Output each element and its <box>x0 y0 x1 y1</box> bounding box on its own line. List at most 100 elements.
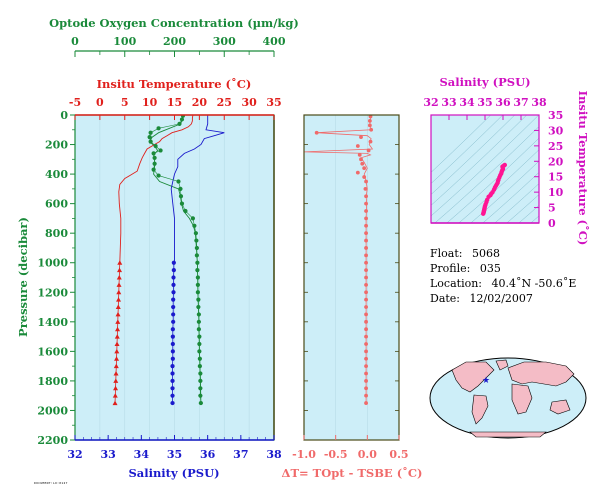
delta-axis-title: ΔT= TOpt - TSBE (˚C) <box>282 466 423 480</box>
delta-point <box>364 379 368 383</box>
ts-temperature-tick-label: 0 <box>548 217 556 230</box>
oxygen-point <box>178 194 184 199</box>
oxygen-point <box>193 231 198 236</box>
ts-series-layer <box>481 162 507 216</box>
delta-point <box>364 393 368 398</box>
salinity-tick-label: 34 <box>134 448 150 461</box>
oxygen-point <box>180 115 186 118</box>
oxygen-axis: 0 100 200 300 400 <box>71 35 286 57</box>
salinity-point <box>170 349 175 354</box>
ts-isopycnal-line <box>446 137 539 223</box>
salinity-point <box>170 356 175 361</box>
temperature-point <box>114 348 120 354</box>
delta-point <box>364 297 368 302</box>
oxygen-point <box>183 208 188 214</box>
ts-temperature-tick-label: 30 <box>548 124 564 137</box>
oxygen-point <box>198 393 203 398</box>
pressure-tick-label: 200 <box>45 139 68 152</box>
oxygen-point <box>179 201 185 206</box>
ts-temperature-tick-label: 25 <box>548 140 563 153</box>
oxygen-point <box>198 400 203 406</box>
delta-tick-label: -0.5 <box>324 448 348 461</box>
ts-isopycnal-line <box>431 115 539 217</box>
ts-isopycnal-line <box>431 115 516 195</box>
pressure-tick-label: 2000 <box>37 404 68 417</box>
temperature-axis-title: Insitu Temperature (˚C) <box>97 77 252 91</box>
pressure-tick-label: 400 <box>45 168 68 181</box>
oxygen-point <box>178 186 183 191</box>
ts-salinity-tick-label: 37 <box>513 96 528 109</box>
continent-africa <box>511 383 533 415</box>
oxygen-point <box>179 117 185 122</box>
oxygen-point <box>192 223 197 228</box>
continent-antarctica <box>469 431 547 438</box>
delta-point <box>364 194 368 199</box>
delta-point <box>364 349 368 354</box>
ts-isopycnal-line <box>458 149 539 223</box>
ts-isopycnals <box>431 115 539 223</box>
salinity-point <box>171 268 176 273</box>
continent-greenland <box>495 359 509 371</box>
temperature-point <box>116 282 122 287</box>
delta-series-layer <box>304 115 374 405</box>
delta-point <box>364 253 368 258</box>
salinity-tick-label: 36 <box>200 448 216 461</box>
temperature-tick-label: 10 <box>142 96 158 109</box>
temperature-point <box>116 297 122 302</box>
oxygen-point <box>196 327 201 332</box>
ts-isopycnal-line <box>494 183 539 223</box>
oxygen-point <box>196 297 201 302</box>
pressure-tick-label: 600 <box>45 198 68 211</box>
oxygen-point <box>195 275 200 280</box>
oxygen-point <box>195 282 200 287</box>
oxygen-point <box>196 312 201 317</box>
oxygen-point <box>197 349 202 354</box>
ts-salinity-title: Salinity (PSU) <box>439 75 530 89</box>
pressure-tick-label: 1600 <box>37 345 68 358</box>
ts-isopycnal-line <box>431 115 492 173</box>
oxygen-point <box>194 245 199 251</box>
ts-salinity-tick-label: 34 <box>459 96 475 109</box>
delta-point <box>364 201 368 206</box>
ts-temperature-tick-label: 15 <box>548 171 563 184</box>
delta-axis: -1.0 -0.5 0.0 0.5 <box>292 114 409 461</box>
temperature-point <box>115 326 121 332</box>
oxygen-point <box>190 216 196 221</box>
oxygen-point <box>198 378 203 384</box>
pressure-tick-label: 1800 <box>37 375 68 388</box>
oxygen-tick-label: 300 <box>213 35 236 48</box>
salinity-point <box>171 275 176 280</box>
oxygen-axis-title: Optode Oxygen Concentration (µm/kg) <box>49 16 299 30</box>
temperature-profile-line <box>118 115 194 263</box>
continent-north-america <box>451 361 495 393</box>
pressure-axis-title: Pressure (decibar) <box>16 217 30 337</box>
delta-tick-label: 0.5 <box>389 448 408 461</box>
temperature-point <box>115 319 121 324</box>
delta-tick-label: 0.0 <box>358 448 377 461</box>
oxygen-point <box>156 173 161 178</box>
delta-point <box>364 342 368 346</box>
float-location-marker: ★ <box>482 376 490 386</box>
temperature-point <box>113 385 119 391</box>
ts-isopycnal-line <box>482 172 539 223</box>
salinity-axis: 32 33 34 35 36 37 38 <box>67 435 282 461</box>
temperature-point <box>113 363 119 369</box>
date-row: Date: 12/02/2007 <box>430 291 576 306</box>
salinity-tick-label: 38 <box>266 448 282 461</box>
ts-temperature-tick-label: 20 <box>548 155 564 168</box>
salinity-point <box>171 304 176 310</box>
ts-isopycnal-line <box>431 115 528 206</box>
pressure-tick-label: 1400 <box>37 316 68 329</box>
oxygen-tick-label: 100 <box>113 35 136 48</box>
world-map-land <box>451 359 575 438</box>
delta-point <box>364 290 368 295</box>
temperature-point <box>114 341 120 346</box>
delta-point <box>355 144 360 148</box>
ts-isopycnal-line <box>530 215 539 223</box>
temperature-tick-label: 35 <box>266 96 281 109</box>
ts-temperature-title: Insitu Temperature (˚C) <box>576 91 590 246</box>
temperature-tick-label: 5 <box>121 96 129 109</box>
salinity-point <box>170 371 175 376</box>
delta-point <box>364 334 368 339</box>
delta-point <box>364 260 368 265</box>
